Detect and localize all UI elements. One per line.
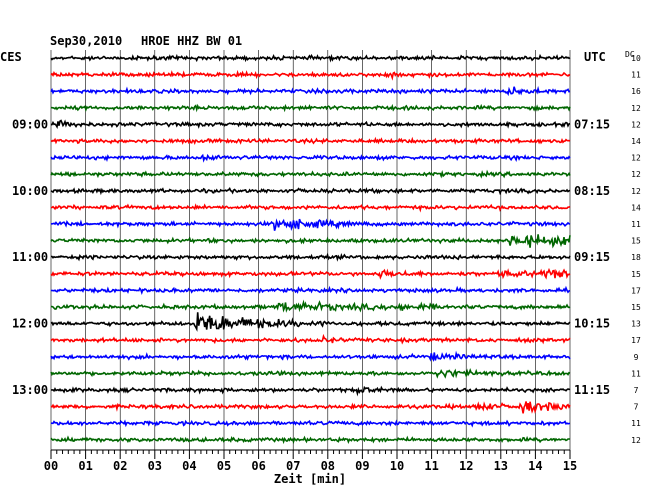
right-hour-label: 08:15 (574, 184, 610, 198)
dc-offset-label: 12 (631, 187, 641, 196)
left-hour-label: 09:00 (12, 117, 48, 131)
seismic-traces (50, 53, 571, 445)
time-axis: 00 01 02 03 04 05 06 07 08 09 10 11 12 13 14 15 (44, 449, 577, 473)
dc-offset-label: 13 (631, 320, 641, 329)
dc-offset-label: 11 (631, 369, 641, 378)
dc-offset-label: 16 (631, 87, 641, 96)
dc-offset-label: 17 (631, 286, 641, 295)
dc-offset-label: 7 (634, 386, 639, 395)
left-timezone-label: CES (0, 50, 22, 64)
dc-offset-label: 11 (631, 419, 641, 428)
seismic-trace (50, 350, 571, 362)
x-tick-label: 03 (148, 459, 162, 473)
x-tick-label: 01 (78, 459, 92, 473)
date-label: Sep30,2010 (50, 34, 122, 48)
x-tick-label: 00 (44, 459, 58, 473)
seismic-trace (50, 419, 571, 428)
x-axis-label: Zeit [min] (274, 472, 346, 486)
x-tick-label: 10 (390, 459, 404, 473)
seismic-trace (50, 218, 571, 232)
dc-offset-label: 14 (631, 137, 641, 146)
seismic-trace (50, 401, 571, 414)
seismic-trace (50, 153, 571, 163)
dc-offset-label: 12 (631, 436, 641, 445)
seismic-trace (50, 103, 571, 113)
left-hour-label: 12:00 (12, 317, 48, 331)
dc-offset-label: 11 (631, 71, 641, 80)
x-tick-label: 13 (494, 459, 508, 473)
seismic-trace (50, 234, 571, 249)
right-hour-label: 10:15 (574, 317, 610, 331)
x-tick-label: 08 (321, 459, 335, 473)
left-hour-label: 10:00 (12, 184, 48, 198)
x-tick-label: 11 (424, 459, 438, 473)
seismic-trace (51, 299, 571, 313)
dc-offset-label: 15 (631, 270, 641, 279)
seismic-trace (50, 203, 571, 213)
seismic-trace (50, 69, 571, 81)
x-tick-label: 04 (182, 459, 196, 473)
x-tick-label: 02 (113, 459, 127, 473)
dc-offset-label: 15 (631, 237, 641, 246)
dc-offset-label: 12 (631, 120, 641, 129)
dc-label: DC (625, 50, 635, 59)
seismic-trace (50, 385, 571, 397)
seismic-trace (50, 267, 571, 280)
dc-offset-label: 12 (631, 154, 641, 163)
seismic-trace (50, 85, 571, 97)
right-hour-label: 09:15 (574, 250, 610, 264)
seismic-trace (50, 53, 571, 63)
seismic-trace (50, 252, 571, 262)
dc-offset-label: 11 (631, 220, 641, 229)
dc-offset-label: 10 (631, 54, 641, 63)
dc-offset-label: 17 (631, 336, 641, 345)
seismic-trace (50, 169, 571, 179)
dc-offset-label: 9 (634, 353, 639, 362)
minute-gridlines (50, 50, 571, 450)
seismic-trace (50, 312, 571, 332)
dc-offset-label: 7 (634, 403, 639, 412)
seismic-trace (50, 368, 571, 379)
x-tick-label: 14 (528, 459, 542, 473)
right-timezone-label: UTC (584, 50, 606, 64)
seismic-trace (50, 186, 571, 196)
dc-offset-label: 15 (631, 303, 641, 312)
x-tick-label: 06 (251, 459, 265, 473)
seismic-trace (50, 285, 571, 296)
x-tick-label: 07 (286, 459, 300, 473)
seismic-trace (50, 136, 571, 145)
dc-offset-label: 12 (631, 170, 641, 179)
x-tick-label: 05 (217, 459, 231, 473)
station-label: HROE HHZ BW 01 (141, 34, 242, 48)
seismic-trace (50, 119, 571, 130)
dc-offset-label: 12 (631, 104, 641, 113)
dc-offset-label: 18 (631, 253, 641, 262)
right-hour-label: 07:15 (574, 117, 610, 131)
left-hour-label: 11:00 (12, 250, 48, 264)
seismic-trace (50, 435, 571, 445)
seismic-trace (50, 333, 571, 345)
x-tick-label: 12 (459, 459, 473, 473)
x-tick-label: 09 (355, 459, 369, 473)
left-hour-label: 13:00 (12, 383, 48, 397)
x-tick-label: 15 (563, 459, 577, 473)
right-hour-label: 11:15 (574, 383, 610, 397)
dc-offset-label: 14 (631, 203, 641, 212)
